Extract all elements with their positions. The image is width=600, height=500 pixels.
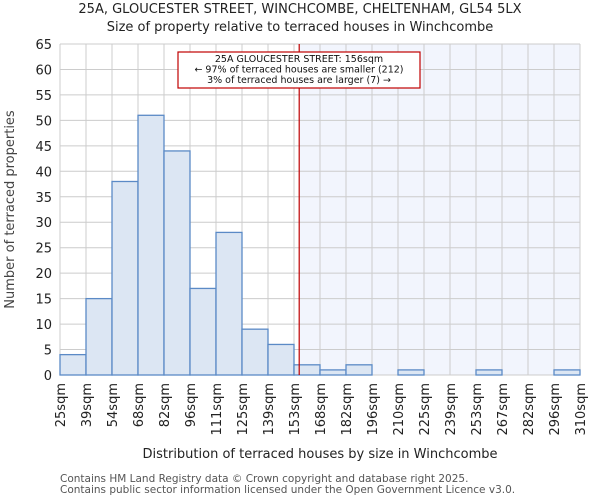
footer-line-1: Contains HM Land Registry data © Crown c…: [60, 473, 469, 485]
histogram-bar: [111, 180, 139, 376]
annotation-box: [177, 51, 421, 89]
y-tick-label: 25: [35, 242, 52, 257]
annotation-line-1: 25A GLOUCESTER STREET: 156sqm: [215, 54, 383, 65]
x-tick-label: 210sqm: [392, 383, 407, 436]
annotation-line-2: ← 97% of terraced houses are smaller (21…: [194, 65, 403, 76]
y-tick-label: 35: [35, 191, 52, 206]
y-tick-label: 50: [35, 114, 52, 129]
x-tick-label: 39sqm: [80, 383, 95, 427]
footer-line-2: Contains public sector information licen…: [60, 484, 516, 496]
x-tick-label: 82sqm: [158, 383, 173, 427]
y-tick-label: 45: [35, 140, 52, 155]
y-axis-label: Number of terraced properties: [3, 110, 18, 309]
x-tick-label: 96sqm: [184, 383, 199, 427]
histogram-bar: [163, 150, 191, 376]
y-tick-label: 55: [35, 89, 52, 104]
histogram-bar: [137, 114, 165, 376]
x-tick-label: 68sqm: [132, 383, 147, 427]
histogram-bar: [241, 328, 269, 376]
y-tick-label: 0: [44, 369, 52, 384]
x-tick-label: 139sqm: [262, 383, 277, 436]
x-tick-label: 54sqm: [106, 383, 121, 427]
y-tick-label: 60: [35, 63, 52, 78]
histogram-bar: [189, 287, 217, 376]
x-tick-label: 153sqm: [288, 383, 303, 436]
histogram-bar: [345, 364, 373, 376]
x-tick-label: 310sqm: [574, 383, 589, 436]
histogram-bar: [553, 369, 581, 376]
histogram-bar: [397, 369, 425, 376]
y-tick-label: 30: [35, 216, 52, 231]
chart-subtitle: Size of property relative to terraced ho…: [106, 20, 494, 35]
x-tick-label: 296sqm: [548, 383, 563, 436]
y-tick-label: 10: [35, 318, 52, 333]
x-tick-label: 253sqm: [470, 383, 485, 436]
x-tick-label: 196sqm: [366, 383, 381, 436]
x-axis-label: Distribution of terraced houses by size …: [142, 447, 497, 462]
x-tick-label: 25sqm: [54, 383, 69, 427]
y-tick-label: 65: [35, 38, 52, 53]
x-tick-label: 282sqm: [522, 383, 537, 436]
x-tick-label: 111sqm: [210, 383, 225, 436]
x-tick-label: 225sqm: [418, 383, 433, 436]
histogram-bar: [475, 369, 503, 376]
y-tick-label: 20: [35, 267, 52, 282]
y-tick-label: 40: [35, 165, 52, 180]
chart-title: 25A, GLOUCESTER STREET, WINCHCOMBE, CHEL…: [78, 2, 522, 17]
y-tick-label: 5: [44, 344, 52, 359]
annotation-line-3: 3% of terraced houses are larger (7) →: [207, 75, 391, 86]
x-tick-label: 168sqm: [314, 383, 329, 436]
y-tick-label: 15: [35, 293, 52, 308]
histogram-bar: [215, 231, 243, 376]
histogram-bar: [293, 364, 321, 376]
histogram-bar: [59, 353, 87, 376]
larger-region-shading: [299, 44, 580, 375]
x-tick-label: 125sqm: [236, 383, 251, 436]
histogram-bar: [85, 297, 113, 376]
x-tick-label: 267sqm: [496, 383, 511, 436]
histogram-bar: [267, 343, 295, 376]
histogram-bar: [319, 369, 347, 376]
x-tick-label: 239sqm: [444, 383, 459, 436]
x-tick-label: 182sqm: [340, 383, 355, 436]
